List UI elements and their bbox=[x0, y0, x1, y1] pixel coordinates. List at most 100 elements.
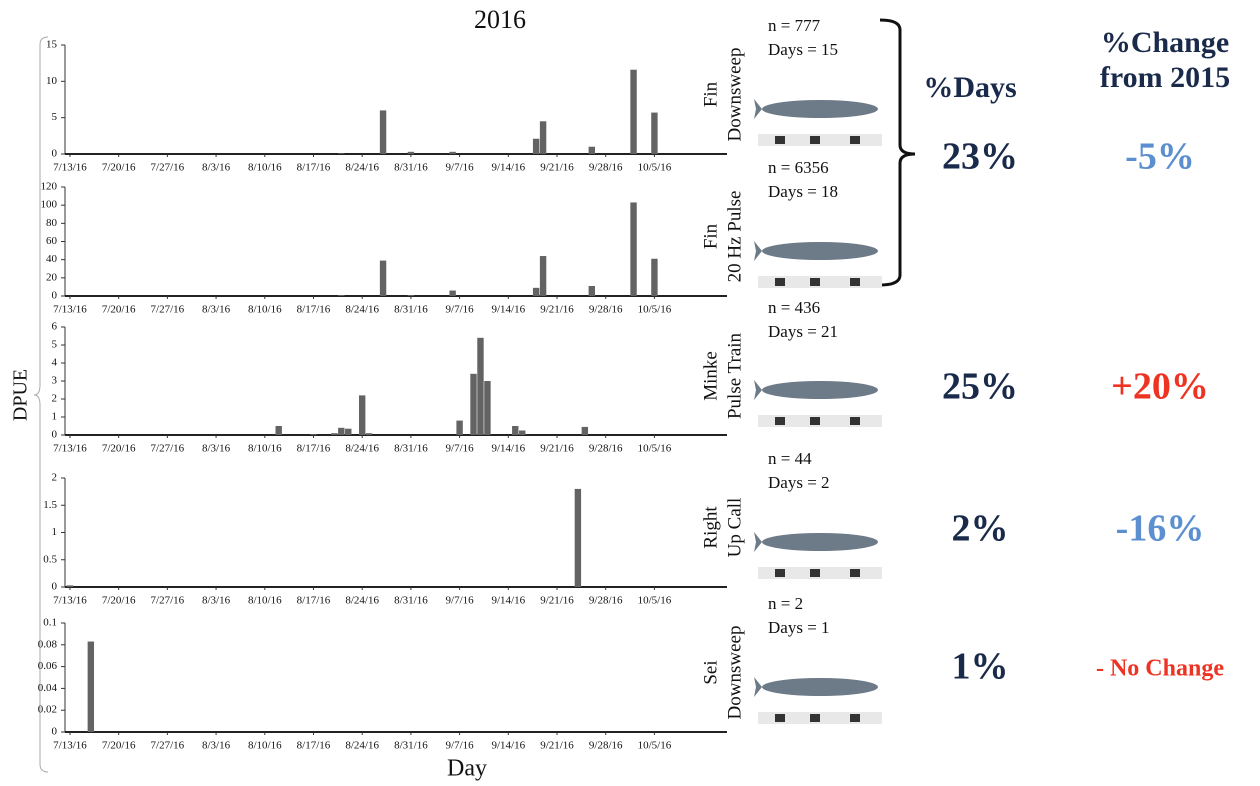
bar bbox=[366, 433, 372, 435]
days-percent: 2% bbox=[952, 508, 1009, 550]
x-tick-label: 8/31/16 bbox=[394, 443, 428, 455]
x-tick-label: 9/21/16 bbox=[540, 443, 574, 455]
spectrogram-call bbox=[850, 136, 860, 144]
x-tick-label: 8/24/16 bbox=[345, 443, 379, 455]
y-tick-label: 20 bbox=[46, 271, 58, 283]
x-tick-label: 8/10/16 bbox=[248, 595, 282, 607]
species-label: Up Call bbox=[724, 498, 745, 558]
y-axis-label: DPUE bbox=[10, 369, 32, 421]
whale-tail bbox=[754, 241, 762, 261]
x-tick-label: 9/14/16 bbox=[491, 162, 525, 174]
y-tick-label: 0.5 bbox=[43, 553, 57, 565]
bar bbox=[484, 381, 490, 435]
x-tick-label: 9/28/16 bbox=[589, 162, 623, 174]
species-label: Right bbox=[700, 506, 721, 549]
y-tick-label: 0 bbox=[52, 290, 58, 302]
x-tick-label: 8/3/16 bbox=[202, 304, 231, 316]
species-label: 20 Hz Pulse bbox=[724, 191, 745, 283]
days-percent: 25% bbox=[942, 366, 1018, 408]
x-tick-label: 7/27/16 bbox=[151, 740, 185, 752]
x-tick-label: 10/5/16 bbox=[638, 443, 672, 455]
spectrogram-call bbox=[775, 569, 785, 577]
x-tick-label: 7/13/16 bbox=[53, 740, 87, 752]
bar bbox=[338, 295, 344, 296]
x-tick-label: 8/24/16 bbox=[345, 304, 379, 316]
right-brace bbox=[880, 20, 915, 285]
x-tick-label: 9/21/16 bbox=[540, 162, 574, 174]
y-tick-label: 120 bbox=[41, 181, 58, 193]
bar bbox=[651, 113, 657, 154]
bar bbox=[540, 256, 546, 296]
x-tick-label: 7/27/16 bbox=[151, 443, 185, 455]
x-tick-label: 9/21/16 bbox=[540, 304, 574, 316]
x-tick-label: 9/7/16 bbox=[446, 740, 475, 752]
y-tick-label: 0 bbox=[52, 148, 58, 160]
x-tick-label: 7/20/16 bbox=[102, 595, 136, 607]
y-tick-label: 4 bbox=[52, 357, 58, 369]
change-percent: - No Change bbox=[1096, 656, 1224, 682]
bar bbox=[589, 286, 595, 296]
x-tick-label: 9/14/16 bbox=[491, 595, 525, 607]
y-tick-label: 0.08 bbox=[38, 638, 58, 650]
count-annotation: n = 777 bbox=[768, 16, 821, 35]
x-tick-label: 8/31/16 bbox=[394, 595, 428, 607]
x-tick-label: 8/17/16 bbox=[297, 740, 331, 752]
days-header: %Days bbox=[923, 71, 1016, 104]
count-annotation: n = 44 bbox=[768, 449, 812, 468]
bar bbox=[477, 338, 483, 435]
species-label: Sei bbox=[700, 660, 721, 684]
x-tick-label: 7/13/16 bbox=[53, 162, 87, 174]
count-annotation: Days = 21 bbox=[768, 322, 838, 341]
x-tick-label: 10/5/16 bbox=[638, 162, 672, 174]
whale-illustration bbox=[762, 242, 878, 260]
bar bbox=[408, 152, 414, 154]
spectrogram-call bbox=[850, 278, 860, 286]
bar bbox=[630, 70, 636, 154]
spectrogram-call bbox=[850, 569, 860, 577]
spectrogram-call bbox=[810, 417, 820, 425]
x-tick-label: 7/20/16 bbox=[102, 162, 136, 174]
bar bbox=[338, 153, 344, 154]
x-tick-label: 8/17/16 bbox=[297, 162, 331, 174]
spectrogram-call bbox=[850, 714, 860, 722]
change-percent: -16% bbox=[1116, 508, 1205, 550]
x-tick-label: 8/17/16 bbox=[297, 443, 331, 455]
x-tick-label: 7/20/16 bbox=[102, 304, 136, 316]
spectrogram-call bbox=[775, 278, 785, 286]
change-percent: -5% bbox=[1125, 136, 1195, 178]
count-annotation: n = 436 bbox=[768, 298, 820, 317]
spectrogram-call bbox=[810, 714, 820, 722]
x-tick-label: 8/24/16 bbox=[345, 162, 379, 174]
x-tick-label: 7/13/16 bbox=[53, 595, 87, 607]
x-tick-label: 9/14/16 bbox=[491, 304, 525, 316]
figure: 2016 DPUE Day %Days %Change from 2015 05… bbox=[0, 0, 1260, 786]
x-tick-label: 8/3/16 bbox=[202, 443, 231, 455]
y-tick-label: 10 bbox=[46, 75, 58, 87]
y-tick-label: 0.06 bbox=[38, 660, 58, 672]
count-annotation: n = 2 bbox=[768, 594, 803, 613]
whale-illustration bbox=[762, 533, 878, 551]
x-tick-label: 10/5/16 bbox=[638, 304, 672, 316]
spectrogram-call bbox=[810, 278, 820, 286]
whale-tail bbox=[754, 677, 762, 697]
bar bbox=[630, 202, 636, 296]
species-label: Fin bbox=[700, 223, 721, 249]
bar bbox=[408, 295, 414, 296]
x-tick-label: 10/5/16 bbox=[638, 595, 672, 607]
y-tick-label: 5 bbox=[52, 339, 58, 351]
figure-title: 2016 bbox=[474, 5, 526, 34]
y-tick-label: 1.5 bbox=[43, 499, 57, 511]
y-tick-label: 0.04 bbox=[38, 682, 58, 694]
bar bbox=[380, 110, 386, 154]
count-annotation: n = 6356 bbox=[768, 158, 829, 177]
x-tick-label: 8/10/16 bbox=[248, 304, 282, 316]
bar bbox=[345, 429, 351, 435]
x-axis-label: Day bbox=[447, 756, 487, 782]
species-label: Minke bbox=[700, 351, 721, 401]
y-tick-label: 80 bbox=[46, 217, 58, 229]
x-tick-label: 8/24/16 bbox=[345, 595, 379, 607]
bar bbox=[67, 585, 73, 587]
y-tick-label: 1 bbox=[52, 411, 58, 423]
x-tick-label: 9/7/16 bbox=[446, 443, 475, 455]
bar bbox=[575, 489, 581, 587]
